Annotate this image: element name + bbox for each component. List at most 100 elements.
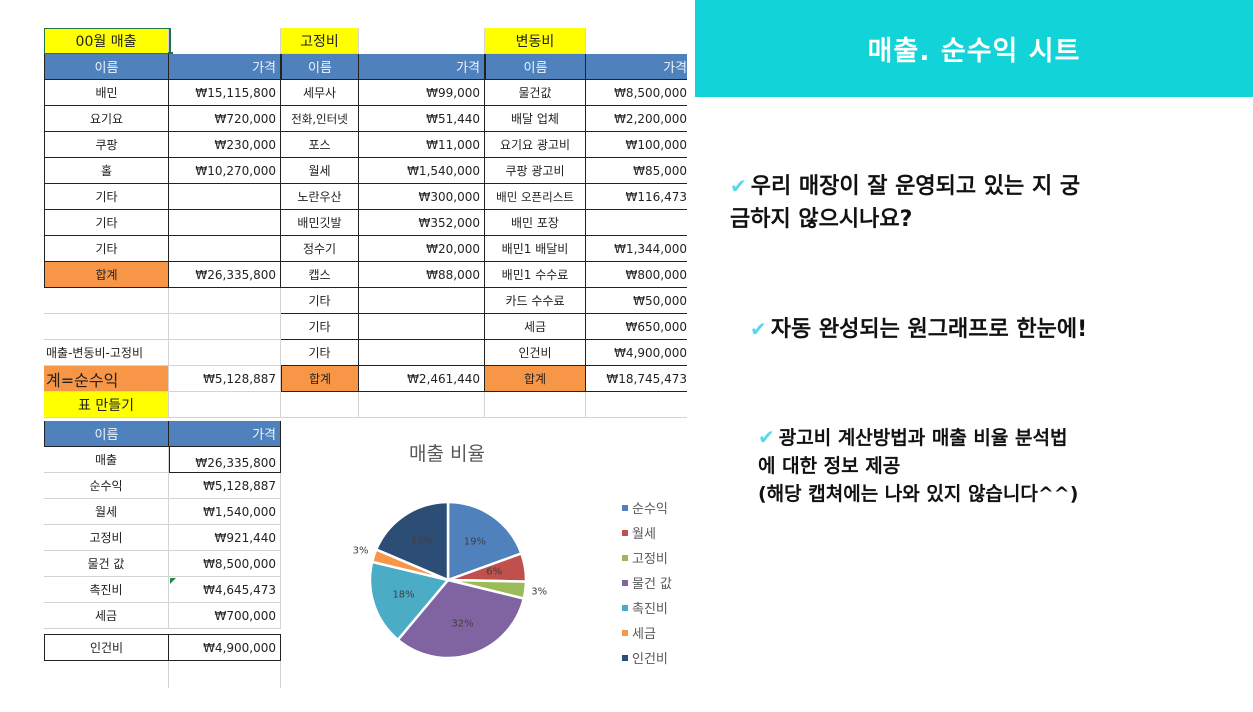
fixed-row-price[interactable] [359,288,485,314]
empty-cell[interactable] [586,392,687,418]
sales-row-name[interactable]: 홀 [44,158,169,184]
variable-row-name[interactable]: 물건값 [485,80,586,106]
summary-row-price[interactable]: ₩26,335,800 [169,447,281,473]
variable-row-name[interactable]: 배민1 수수료 [485,262,586,288]
fixed-row-price[interactable]: ₩11,000 [359,132,485,158]
fixed-row-price[interactable]: ₩88,000 [359,262,485,288]
fixed-header-name[interactable]: 이름 [281,54,359,80]
variable-row-price[interactable]: ₩100,000 [586,132,687,158]
sales-title-cell[interactable]: 00월 매출 [44,28,169,54]
fixed-row-name[interactable]: 정수기 [281,236,359,262]
fixed-row-price[interactable]: ₩20,000 [359,236,485,262]
sales-row-name[interactable]: 기타 [44,184,169,210]
legend-item[interactable]: 인건비 [622,645,672,670]
variable-row-name[interactable]: 쿠팡 광고비 [485,158,586,184]
summary-row-price[interactable]: ₩700,000 [169,603,281,629]
sales-row-name[interactable]: 쿠팡 [44,132,169,158]
variable-total-label[interactable]: 합계 [485,366,586,392]
variable-row-price[interactable]: ₩800,000 [586,262,687,288]
variable-row-name[interactable]: 카드 수수료 [485,288,586,314]
variable-row-price[interactable]: ₩8,500,000 [586,80,687,106]
fixed-row-name[interactable]: 월세 [281,158,359,184]
net-profit-value[interactable]: ₩5,128,887 [169,366,281,392]
empty-cell[interactable] [169,340,281,366]
sales-row-price[interactable]: ₩10,270,000 [169,158,281,184]
empty-cell[interactable] [169,288,281,314]
fixed-row-name[interactable]: 캡스 [281,262,359,288]
summary-title-cell[interactable]: 표 만들기 [44,392,169,418]
variable-row-price[interactable]: ₩50,000 [586,288,687,314]
empty-cell[interactable] [44,661,169,688]
pie-chart[interactable]: 매출 비율 19% 6% 3% 32% 18% 3% 19% 순수익 월세 고정비 물건 값 촉진비… [282,425,692,687]
variable-row-name[interactable]: 배달 업체 [485,106,586,132]
summary-row-name[interactable]: 물건 값 [44,551,169,577]
variable-row-name[interactable]: 인건비 [485,340,586,366]
fixed-row-name[interactable]: 기타 [281,340,359,366]
variable-row-name[interactable]: 요기요 광고비 [485,132,586,158]
pie-slice[interactable] [368,560,451,642]
fixed-row-price[interactable] [359,340,485,366]
variable-row-name[interactable]: 배민 포장 [485,210,586,236]
summary-row-name[interactable]: 월세 [44,499,169,525]
fixed-row-name[interactable]: 전화,인터넷 [281,106,359,132]
empty-cell[interactable] [359,28,485,54]
net-profit-label[interactable]: 계=순수익 [44,366,169,392]
fixed-row-price[interactable]: ₩300,000 [359,184,485,210]
empty-cell[interactable] [169,392,281,418]
empty-cell[interactable] [169,314,281,340]
variable-row-price[interactable] [586,210,687,236]
variable-total-value[interactable]: ₩18,745,473 [586,366,687,392]
empty-cell[interactable] [586,28,687,54]
variable-title-cell[interactable]: 변동비 [485,28,586,54]
sales-header-price[interactable]: 가격 [169,54,281,80]
variable-row-price[interactable]: ₩650,000 [586,314,687,340]
fixed-row-price[interactable]: ₩99,000 [359,80,485,106]
summary-row-name[interactable]: 매출 [44,447,169,473]
legend-item[interactable]: 월세 [622,520,672,545]
sales-header-name[interactable]: 이름 [44,54,169,80]
sales-row-price[interactable] [169,210,281,236]
variable-row-name[interactable]: 배민 오픈리스트 [485,184,586,210]
variable-header-price[interactable]: 가격 [586,54,687,80]
sales-row-name[interactable]: 배민 [44,80,169,106]
empty-cell[interactable] [485,392,586,418]
summary-row-price[interactable]: ₩5,128,887 [169,473,281,499]
summary-header-name[interactable]: 이름 [44,421,169,447]
fixed-total-label[interactable]: 합계 [281,366,359,392]
sales-row-name[interactable]: 기타 [44,236,169,262]
variable-row-name[interactable]: 배민1 배달비 [485,236,586,262]
fixed-row-name[interactable]: 포스 [281,132,359,158]
fixed-row-name[interactable]: 노란우산 [281,184,359,210]
summary-header-price[interactable]: 가격 [169,421,281,447]
variable-row-price[interactable]: ₩2,200,000 [586,106,687,132]
sales-row-price[interactable]: ₩15,115,800 [169,80,281,106]
variable-row-price[interactable]: ₩1,344,000 [586,236,687,262]
pie-slice[interactable] [374,500,450,582]
sales-total-label[interactable]: 합계 [44,262,169,288]
empty-cell[interactable] [281,392,359,418]
sales-row-price[interactable] [169,184,281,210]
fixed-row-name[interactable]: 기타 [281,288,359,314]
legend-item[interactable]: 고정비 [622,545,672,570]
summary-row-price[interactable]: ₩1,540,000 [169,499,281,525]
fixed-row-price[interactable] [359,314,485,340]
sales-row-price[interactable] [169,236,281,262]
legend-item[interactable]: 물건 값 [622,570,672,595]
fixed-total-value[interactable]: ₩2,461,440 [359,366,485,392]
fixed-row-name[interactable]: 세무사 [281,80,359,106]
pie-slice[interactable] [396,578,526,660]
variable-row-price[interactable]: ₩4,900,000 [586,340,687,366]
summary-row-name[interactable]: 인건비 [44,634,169,661]
summary-row-name[interactable]: 고정비 [44,525,169,551]
sales-total-value[interactable]: ₩26,335,800 [169,262,281,288]
sales-row-price[interactable]: ₩720,000 [169,106,281,132]
fixed-row-name[interactable]: 배민깃발 [281,210,359,236]
summary-row-name[interactable]: 순수익 [44,473,169,499]
empty-cell[interactable] [44,314,169,340]
fixed-row-price[interactable]: ₩352,000 [359,210,485,236]
pie-slice[interactable] [446,500,523,582]
fixed-title-cell[interactable]: 고정비 [281,28,359,54]
summary-row-name[interactable]: 촉진비 [44,577,169,603]
variable-header-name[interactable]: 이름 [485,54,586,80]
summary-row-price[interactable]: ₩8,500,000 [169,551,281,577]
